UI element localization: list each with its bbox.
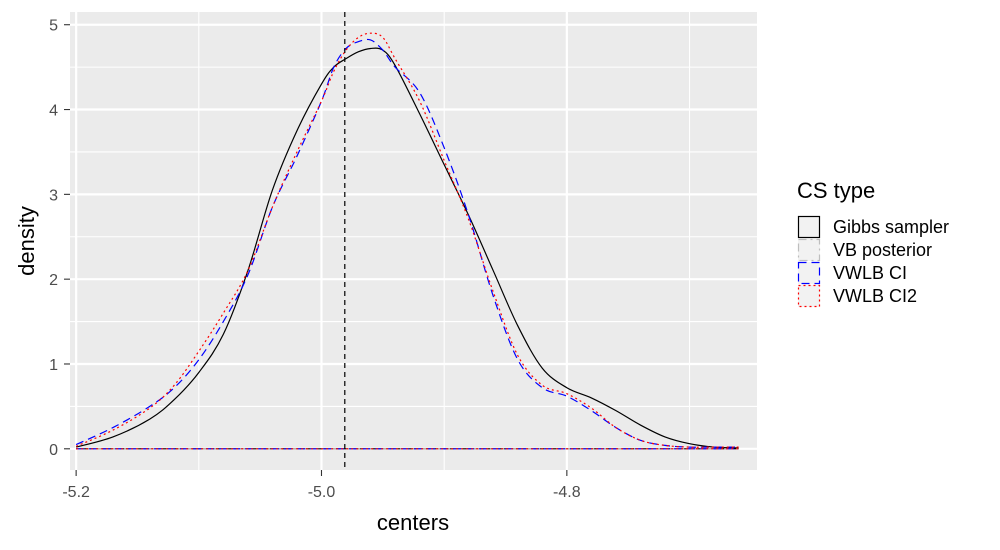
x-tick-label: -5.2 [62, 484, 90, 501]
series-line-4 [75, 32, 739, 448]
y-tick-label: 2 [49, 272, 58, 289]
y-tick-label: 5 [49, 18, 58, 35]
y-tick-label: 0 [49, 442, 58, 459]
legend-key-bg [798, 239, 820, 261]
legend-key-1 [797, 215, 821, 239]
legend-label-4: VWLB CI2 [833, 286, 917, 306]
legend-label-1: Gibbs sampler [833, 217, 949, 237]
legend: CS type Gibbs sampler VB posterior VWLB CI… [797, 178, 949, 308]
y-axis-title: density [14, 206, 39, 276]
y-axis: 0 1 2 3 4 5 [49, 18, 70, 459]
legend-key-bg [798, 262, 820, 284]
x-axis: -5.2 -5.0 -4.8 [62, 470, 581, 501]
legend-label-2: VB posterior [833, 240, 932, 260]
legend-key-2 [797, 238, 821, 262]
series-layer [75, 32, 739, 450]
legend-key-3 [797, 261, 821, 285]
series-line-1 [75, 47, 739, 449]
legend-key-bg [798, 216, 820, 238]
x-tick-label: -5.0 [308, 484, 336, 501]
legend-key-4 [797, 284, 821, 308]
legend-key-bg [798, 285, 820, 307]
legend-title: CS type [797, 178, 875, 203]
minor-grid [70, 12, 757, 470]
y-tick-label: 4 [49, 103, 58, 120]
plot-panel [70, 12, 757, 470]
x-axis-title: centers [377, 510, 449, 535]
legend-entries: Gibbs sampler VB posterior VWLB CI VWLB CI2 [797, 215, 949, 308]
legend-label-3: VWLB CI [833, 263, 907, 283]
y-tick-label: 3 [49, 187, 58, 204]
x-tick-label: -4.8 [553, 484, 581, 501]
y-tick-label: 1 [49, 357, 58, 374]
